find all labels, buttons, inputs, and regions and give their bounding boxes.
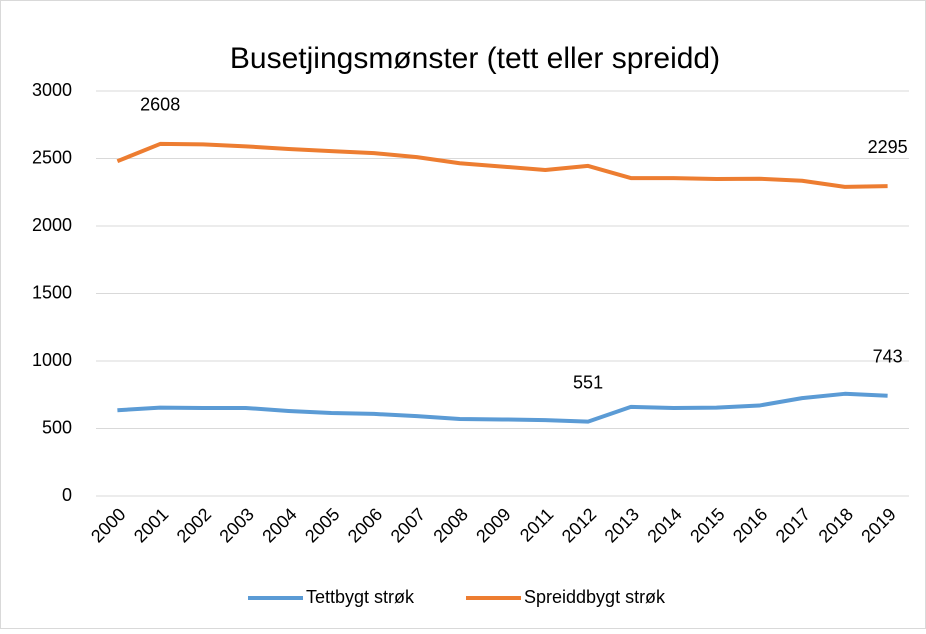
legend-label: Spreiddbygt strøk: [524, 587, 666, 607]
y-tick-label: 2500: [32, 147, 72, 167]
chart-title: Busetjingsmønster (tett eller spreidd): [230, 42, 720, 75]
y-tick-label: 1500: [32, 282, 72, 302]
y-tick-label: 500: [42, 417, 72, 437]
y-tick-label: 0: [62, 485, 72, 505]
y-tick-label: 1000: [32, 350, 72, 370]
series-line: [117, 391, 888, 424]
series-line: [116, 141, 888, 189]
y-tick-label: 2000: [32, 215, 72, 235]
data-label: 551: [573, 372, 603, 392]
data-label: 2608: [140, 95, 180, 115]
data-label: 2295: [868, 137, 908, 157]
data-label: 743: [873, 346, 903, 366]
legend-label: Tettbygt strøk: [306, 587, 415, 607]
y-tick-label: 3000: [32, 80, 72, 100]
